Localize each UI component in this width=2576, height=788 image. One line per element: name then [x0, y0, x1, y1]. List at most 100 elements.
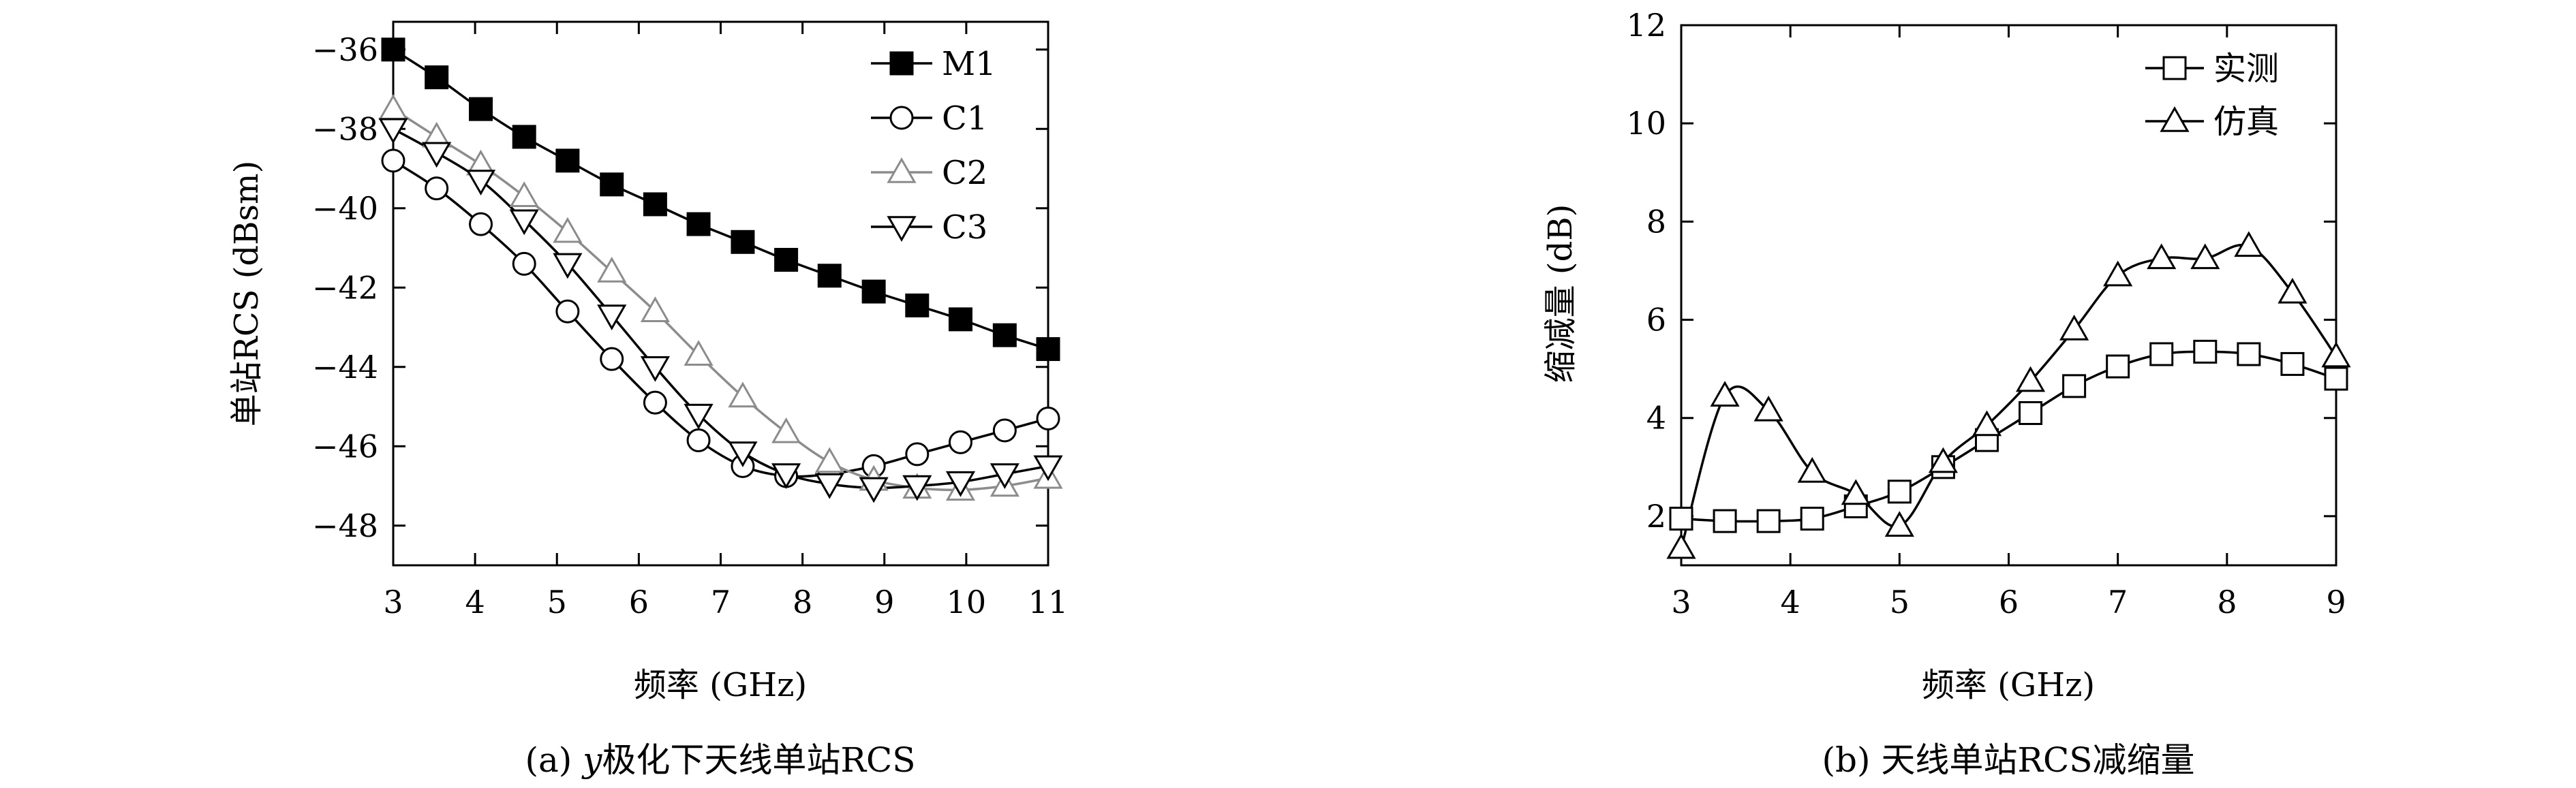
a-point-m1 — [774, 247, 799, 272]
a-point-c3 — [553, 253, 583, 279]
b-point-仿真 — [1972, 410, 2002, 437]
a-point-c3 — [597, 304, 627, 331]
b-point-仿真 — [1753, 395, 1783, 422]
b-point-实测 — [1800, 507, 1824, 531]
b-point-仿真 — [1710, 381, 1740, 407]
chart-b-y-ticks: 2 4 6 8 10 12 — [1626, 7, 2336, 535]
a-point-m1 — [861, 279, 886, 304]
b-point-实测 — [2019, 401, 2043, 426]
b-point-仿真 — [2234, 231, 2264, 257]
b-y-tick-label: 10 — [1626, 105, 1666, 142]
b-y-tick-label: 4 — [1646, 400, 1666, 437]
a-point-m1 — [948, 307, 972, 332]
a-point-c3 — [640, 356, 670, 382]
a-point-c1 — [905, 442, 930, 467]
b-legend-label-仿真: 仿真 — [2213, 103, 2279, 141]
b-x-tick-label: 3 — [1671, 584, 1691, 620]
b-legend-marker-实测 — [2162, 56, 2187, 80]
b-x-tick-label: 7 — [2108, 584, 2128, 620]
b-point-实测 — [1887, 479, 1912, 504]
a-point-c3 — [378, 118, 408, 144]
b-point-仿真 — [2015, 366, 2046, 392]
a-point-m1 — [555, 148, 580, 173]
a-x-tick-label: 11 — [1028, 584, 1069, 620]
a-series-line-m1 — [393, 48, 1049, 351]
b-series-line-实测 — [1681, 350, 2337, 523]
a-point-c3 — [422, 142, 452, 168]
b-point-实测 — [2193, 339, 2218, 364]
a-point-c2 — [553, 217, 583, 243]
a-point-c3 — [771, 463, 801, 490]
b-point-实测 — [2149, 342, 2174, 366]
chart-b-caption-rest: 天线单站RCS减缩量 — [1881, 740, 2194, 780]
a-point-c1 — [555, 299, 580, 324]
a-legend-label-c1: C1 — [942, 99, 987, 138]
a-x-tick-label: 5 — [547, 584, 567, 620]
b-legend-label-实测: 实测 — [2213, 50, 2279, 88]
a-x-tick-label: 6 — [629, 584, 649, 620]
b-x-tick-label: 8 — [2217, 584, 2237, 620]
b-point-仿真 — [2103, 260, 2133, 287]
a-legend-label-m1: M1 — [942, 45, 996, 83]
a-point-m1 — [1036, 337, 1060, 362]
a-point-c1 — [1036, 406, 1060, 430]
chart-a-caption-rest: 极化下天线单站RCS — [602, 740, 915, 780]
b-point-实测 — [2324, 366, 2348, 391]
a-x-tick-label: 8 — [793, 584, 812, 620]
chart-a-caption: (a) y极化下天线单站RCS — [525, 740, 915, 780]
chart-b-caption-prefix: (b) — [1822, 740, 1881, 780]
a-x-tick-label: 10 — [947, 584, 987, 620]
a-point-c3 — [728, 441, 758, 468]
b-point-实测 — [2280, 351, 2305, 376]
a-point-m1 — [686, 212, 711, 236]
a-y-tick-label: −42 — [312, 269, 378, 306]
b-point-仿真 — [2321, 341, 2351, 368]
chart-a-caption-prefix: (a) — [525, 740, 583, 780]
a-point-c1 — [381, 148, 405, 173]
b-point-实测 — [1669, 507, 1693, 531]
b-y-tick-label: 12 — [1626, 7, 1666, 44]
a-y-tick-label: −46 — [312, 428, 378, 464]
a-point-m1 — [381, 37, 405, 62]
a-point-c2 — [684, 340, 714, 366]
b-point-实测 — [1756, 509, 1781, 533]
a-point-c2 — [378, 94, 408, 120]
a-point-c1 — [425, 176, 449, 201]
b-point-仿真 — [1928, 447, 1958, 473]
a-point-c3 — [684, 403, 714, 430]
chart-b-caption: (b) 天线单站RCS减缩量 — [1822, 740, 2194, 780]
a-point-c1 — [686, 428, 711, 453]
b-legend-marker-仿真 — [2160, 106, 2190, 132]
a-point-m1 — [425, 65, 449, 90]
b-point-仿真 — [2190, 243, 2220, 270]
a-y-tick-label: −44 — [312, 349, 378, 385]
a-x-tick-label: 9 — [874, 584, 894, 620]
a-legend-marker-c1 — [889, 106, 914, 130]
a-point-c2 — [597, 256, 627, 283]
a-point-c3 — [859, 477, 889, 503]
b-point-仿真 — [2278, 277, 2307, 304]
chart-b-x-ticks: 3 4 5 6 7 8 9 — [1671, 25, 2346, 620]
b-x-tick-label: 9 — [2326, 584, 2346, 620]
a-x-tick-label: 4 — [465, 584, 485, 620]
chart-a-x-ticks: 3 4 5 6 7 8 9 10 11 — [383, 22, 1068, 620]
b-point-实测 — [2237, 342, 2261, 366]
a-point-m1 — [600, 172, 624, 197]
chart-a-x-axis-label: 频率 (GHz) — [634, 666, 807, 704]
chart-b-markers — [1666, 231, 2351, 559]
chart-a-caption-italic: y — [581, 740, 602, 780]
a-x-tick-label: 3 — [383, 584, 403, 620]
b-series-line-仿真 — [1680, 243, 2337, 549]
a-point-c1 — [469, 212, 493, 236]
b-x-tick-label: 4 — [1781, 584, 1800, 620]
b-point-实测 — [2106, 354, 2130, 379]
a-point-m1 — [731, 230, 755, 254]
a-x-tick-label: 7 — [711, 584, 731, 620]
a-point-c3 — [902, 475, 932, 501]
a-point-c2 — [640, 296, 670, 322]
a-legend-marker-c3 — [887, 216, 917, 242]
chart-a-markers — [378, 37, 1063, 503]
a-point-c1 — [948, 430, 972, 454]
